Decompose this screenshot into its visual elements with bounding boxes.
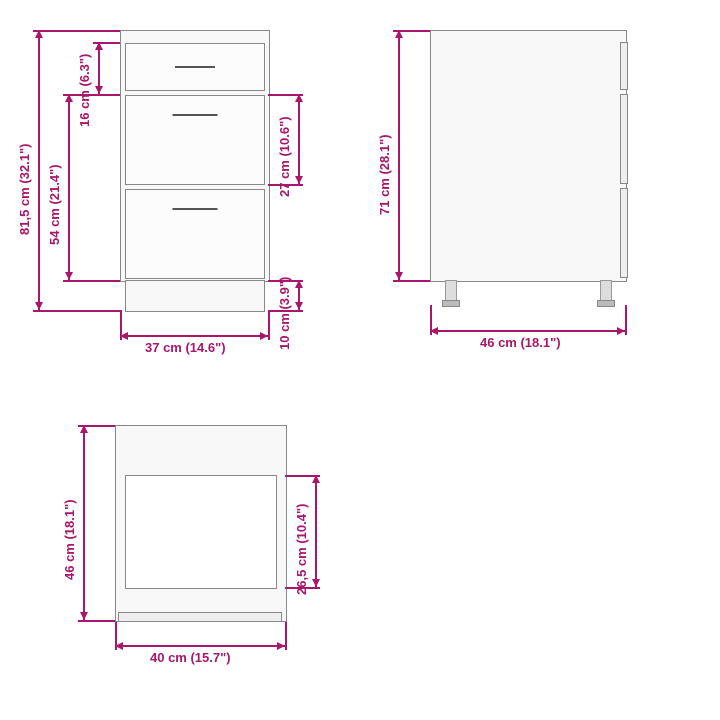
dim-line: [430, 330, 625, 332]
foot-icon: [442, 300, 460, 307]
dim-front-width: 37 cm (14.6"): [145, 340, 226, 355]
arrow-icon: [80, 612, 88, 620]
ext-line: [625, 305, 627, 335]
ext-line: [33, 30, 120, 32]
handle-icon: [173, 114, 218, 116]
arrow-icon: [65, 94, 73, 102]
arrow-icon: [277, 642, 285, 650]
dim-top-depth: 46 cm (18.1"): [62, 499, 77, 580]
arrow-icon: [395, 272, 403, 280]
arrow-icon: [295, 176, 303, 184]
ext-line: [393, 280, 430, 282]
arrow-icon: [295, 302, 303, 310]
dim-total-height: 81,5 cm (32.1"): [17, 144, 32, 235]
ext-line: [268, 310, 270, 340]
ext-line: [78, 620, 115, 622]
ext-line: [285, 622, 287, 650]
arrow-icon: [120, 332, 128, 340]
ext-line: [33, 310, 120, 312]
drawer-mid: [125, 95, 265, 185]
arrow-icon: [395, 30, 403, 38]
dim-line: [298, 94, 300, 184]
dimension-diagram: 81,5 cm (32.1") 54 cm (21.4") 16 cm (6.3…: [0, 0, 720, 720]
dim-line: [38, 30, 40, 310]
arrow-icon: [95, 86, 103, 94]
arrow-icon: [260, 332, 268, 340]
drawer-top: [125, 43, 265, 91]
dim-line: [315, 475, 317, 587]
dim-top-drawer: 16 cm (6.3"): [77, 54, 92, 127]
arrow-icon: [430, 327, 438, 335]
arrow-icon: [95, 42, 103, 50]
dim-line: [68, 94, 70, 280]
arrow-icon: [312, 579, 320, 587]
arrow-icon: [35, 302, 43, 310]
side-edge-mid: [620, 94, 628, 184]
top-view-inner: [125, 475, 277, 589]
arrow-icon: [65, 272, 73, 280]
front-view-base: [125, 280, 265, 312]
dim-line: [120, 335, 268, 337]
arrow-icon: [80, 425, 88, 433]
handle-icon: [175, 66, 215, 68]
front-view-body: [120, 30, 270, 282]
dim-line: [83, 425, 85, 620]
arrow-icon: [617, 327, 625, 335]
handle-icon: [173, 208, 218, 210]
foot-icon: [597, 300, 615, 307]
dim-leg-height: 10 cm (3.9"): [277, 277, 292, 350]
dim-mid-drawer: 27 cm (10.6"): [277, 116, 292, 197]
ext-line: [63, 280, 120, 282]
drawer-bottom: [125, 189, 265, 279]
arrow-icon: [295, 94, 303, 102]
arrow-icon: [35, 30, 43, 38]
side-edge-top: [620, 42, 628, 90]
dim-side-width: 46 cm (18.1"): [480, 335, 561, 350]
arrow-icon: [312, 475, 320, 483]
dim-line: [115, 645, 285, 647]
dim-top-width: 40 cm (15.7"): [150, 650, 231, 665]
arrow-icon: [295, 280, 303, 288]
side-edge-bot: [620, 188, 628, 278]
dim-side-height: 71 cm (28.1"): [377, 134, 392, 215]
dim-top-inner: 26,5 cm (10.4"): [294, 504, 309, 595]
side-view-body: [430, 30, 627, 282]
top-view-front-edge: [118, 612, 282, 622]
dim-body-height: 54 cm (21.4"): [47, 164, 62, 245]
arrow-icon: [115, 642, 123, 650]
dim-line: [398, 30, 400, 280]
